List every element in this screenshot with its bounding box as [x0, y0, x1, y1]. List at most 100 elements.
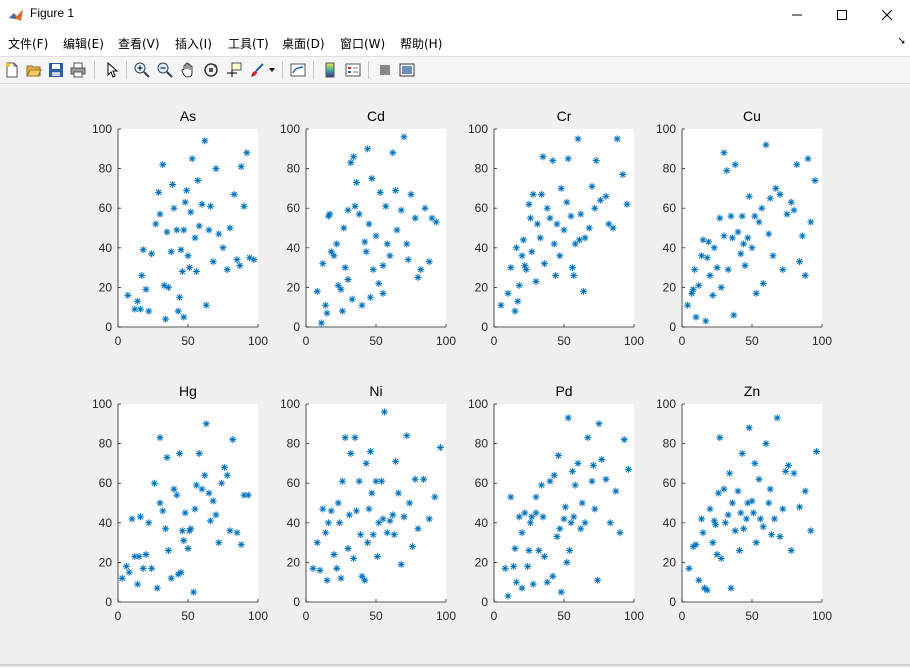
subplot-ni[interactable]: Ni 0 20 40 60 80 100 0 50 100: [280, 383, 456, 623]
scatter-point: [389, 511, 397, 519]
menu-view[interactable]: 查看(V): [118, 37, 160, 51]
menu-desktop[interactable]: 桌面(D): [282, 37, 325, 51]
scatter-point: [703, 254, 711, 262]
subplot-cu[interactable]: Cu 0 20 40 60 80 100 0 50 100: [656, 108, 832, 348]
figure-canvas[interactable]: As 0 20 40 60 80 100 0 50 100 Cd 0 20 40 60 80 100 0 50 100…: [0, 84, 910, 664]
new-figure-button[interactable]: [2, 60, 22, 80]
scatter-point: [596, 196, 604, 204]
scatter-point: [568, 264, 576, 272]
scatter-point: [510, 562, 518, 570]
scatter-point: [511, 307, 519, 315]
scatter-point: [322, 529, 330, 537]
scatter-point: [164, 547, 172, 555]
link-plot-button[interactable]: [288, 60, 308, 80]
scatter-point: [538, 190, 546, 198]
scatter-point: [790, 206, 798, 214]
scatter-point: [159, 507, 167, 515]
subplot-hg[interactable]: Hg 0 20 40 60 80 100 0 50 100: [92, 383, 268, 623]
y-tick-label: 100: [280, 122, 300, 136]
scatter-point: [358, 301, 366, 309]
scatter-point: [752, 289, 760, 297]
scatter-point: [420, 475, 428, 483]
scatter-point: [536, 234, 544, 242]
insert-legend-button[interactable]: [343, 60, 363, 80]
scatter-point: [341, 434, 349, 442]
open-file-button[interactable]: [24, 60, 44, 80]
scatter-point: [206, 517, 214, 525]
brush-button[interactable]: [247, 60, 267, 80]
menu-help[interactable]: 帮助(H): [400, 37, 443, 51]
subplot-as[interactable]: As 0 20 40 60 80 100 0 50 100: [92, 108, 268, 348]
rotate-3d-button[interactable]: [201, 60, 221, 80]
hide-plot-tools-icon: [380, 65, 390, 75]
scatter-point: [782, 467, 790, 475]
dock-arrow-icon[interactable]: ➘: [897, 36, 906, 47]
scatter-point: [796, 258, 804, 266]
scatter-point: [550, 471, 558, 479]
insert-colorbar-button[interactable]: [320, 60, 340, 80]
scatter-point: [357, 531, 365, 539]
menu-edit[interactable]: 编辑(E): [63, 37, 104, 51]
scatter-point: [570, 272, 578, 280]
scatter-point: [567, 519, 575, 527]
pan-button[interactable]: [178, 60, 198, 80]
scatter-point: [406, 499, 414, 507]
scatter-point: [539, 153, 547, 161]
scatter-point: [759, 523, 767, 531]
y-tick-label: 0: [293, 595, 300, 609]
scatter-point: [717, 283, 725, 291]
scatter-point: [338, 477, 346, 485]
scatter-point: [735, 547, 743, 555]
y-tick-label: 100: [92, 397, 112, 411]
menu-file[interactable]: 文件(F): [8, 37, 49, 51]
print-button[interactable]: [68, 60, 88, 80]
scatter-point: [692, 313, 700, 321]
save-button[interactable]: [46, 60, 66, 80]
scatter-point: [532, 277, 540, 285]
axes-background: [306, 404, 446, 602]
scatter-point: [726, 469, 734, 477]
scatter-point: [716, 434, 724, 442]
scatter-point: [737, 250, 745, 258]
menu-tools[interactable]: 工具(T): [228, 37, 269, 51]
subplot-cd[interactable]: Cd 0 20 40 60 80 100 0 50 100: [280, 108, 456, 348]
scatter-point: [784, 461, 792, 469]
data-cursor-button[interactable]: [224, 60, 244, 80]
menu-insert[interactable]: 插入(I): [175, 37, 212, 51]
scatter-point: [574, 135, 582, 143]
show-plot-tools-button[interactable]: [397, 60, 417, 80]
subplot-zn[interactable]: Zn 0 20 40 60 80 100 0 50 100: [656, 383, 832, 623]
scatter-point: [602, 192, 610, 200]
scatter-point: [376, 188, 384, 196]
scatter-point: [554, 451, 562, 459]
scatter-point: [568, 467, 576, 475]
maximize-button[interactable]: [819, 0, 865, 30]
scatter-point: [716, 214, 724, 222]
scatter-point: [205, 489, 213, 497]
scatter-point: [549, 157, 557, 165]
close-button[interactable]: [864, 0, 910, 30]
hide-plot-tools-button[interactable]: [375, 60, 395, 80]
subplot-pd[interactable]: Pd 0 20 40 60 80 100 0 50 100: [468, 383, 644, 623]
scatter-point: [755, 218, 763, 226]
zoom-in-button[interactable]: [132, 60, 152, 80]
y-tick-label: 80: [287, 437, 301, 451]
scatter-point: [136, 513, 144, 521]
minimize-button[interactable]: [774, 0, 820, 30]
pointer-button[interactable]: [102, 60, 122, 80]
brush-dropdown[interactable]: [266, 60, 278, 80]
scatter-point: [344, 545, 352, 553]
y-tick-label: 20: [663, 555, 677, 569]
y-tick-label: 60: [99, 476, 113, 490]
x-tick-label: 0: [115, 609, 122, 623]
y-tick-label: 80: [475, 162, 489, 176]
scatter-point: [177, 568, 185, 576]
scatter-point: [575, 236, 583, 244]
menu-window[interactable]: 窗口(W): [340, 37, 386, 51]
subplot-title: Cd: [367, 108, 385, 124]
scatter-point: [209, 258, 217, 266]
scatter-point: [152, 220, 160, 228]
subplot-cr[interactable]: Cr 0 20 40 60 80 100 0 50 100: [468, 108, 644, 348]
zoom-out-button[interactable]: [155, 60, 175, 80]
x-tick-label: 50: [369, 334, 383, 348]
